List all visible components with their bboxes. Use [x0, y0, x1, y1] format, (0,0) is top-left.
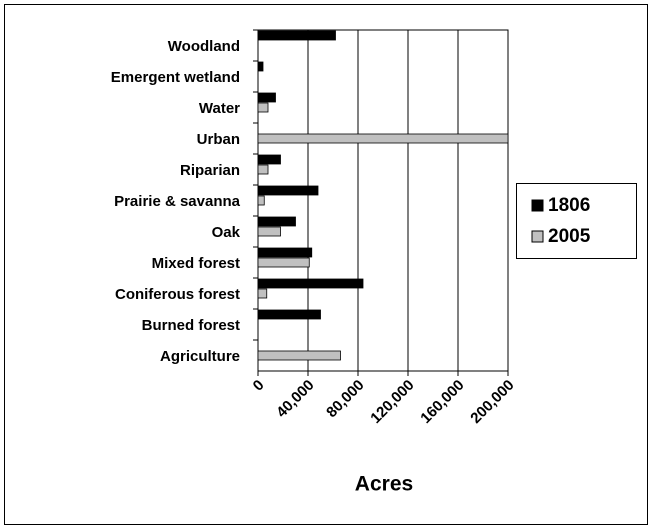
bar — [257, 154, 281, 165]
y-tick-label: Burned forest — [142, 317, 240, 334]
legend: 1806 2005 — [516, 183, 637, 259]
bar — [257, 216, 296, 227]
bar — [257, 226, 281, 237]
bar — [257, 278, 364, 289]
bar — [257, 195, 265, 206]
bar — [257, 92, 276, 103]
bar — [257, 102, 269, 113]
legend-swatch — [531, 199, 544, 212]
y-tick-label: Mixed forest — [152, 255, 240, 272]
legend-label: 1806 — [548, 195, 590, 216]
y-tick-label: Woodland — [168, 38, 240, 55]
bar — [257, 133, 509, 144]
plot-area — [257, 29, 509, 372]
bar — [257, 350, 341, 361]
bar — [257, 30, 336, 41]
legend-label: 2005 — [548, 226, 591, 247]
bar — [257, 309, 321, 320]
bar — [257, 185, 319, 196]
y-tick-label: Prairie & savanna — [114, 193, 241, 210]
y-tick-label: Water — [199, 100, 240, 117]
y-tick-label: Emergent wetland — [111, 69, 240, 86]
x-axis-label: Acres — [355, 473, 413, 496]
bar — [257, 164, 269, 175]
bar — [257, 61, 264, 72]
y-tick-label: Agriculture — [160, 348, 240, 365]
bar — [257, 247, 313, 258]
bar — [257, 288, 268, 299]
y-tick-label: Riparian — [180, 162, 240, 179]
y-tick-label: Urban — [197, 131, 240, 148]
legend-swatch — [531, 230, 544, 243]
bar — [257, 257, 310, 268]
y-tick-label: Coniferous forest — [115, 286, 240, 303]
y-tick-label: Oak — [212, 224, 241, 241]
legend-box — [516, 183, 637, 259]
